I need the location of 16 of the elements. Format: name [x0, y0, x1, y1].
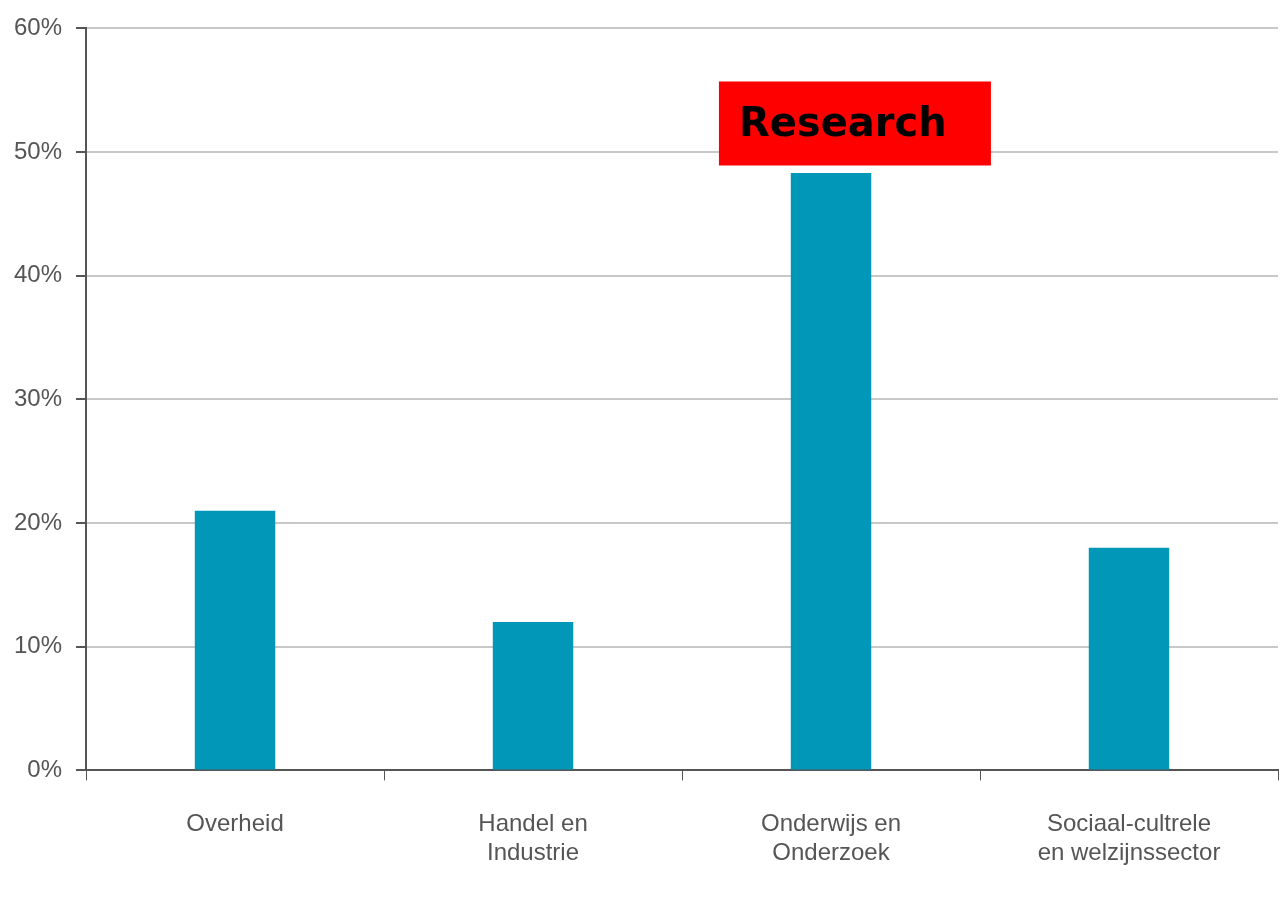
bar	[194, 510, 276, 770]
bar	[790, 173, 872, 770]
y-tick-label: 0%	[27, 755, 63, 783]
y-tick-label: 20%	[13, 507, 63, 535]
x-tick-label: Onderwijs en Onderzoek	[760, 809, 902, 866]
y-tick-label: 40%	[13, 260, 63, 288]
bar	[492, 622, 574, 770]
y-tick-label: 30%	[13, 384, 63, 412]
y-tick-label: 50%	[13, 136, 63, 164]
bar	[1088, 547, 1170, 770]
x-tick-label: Handel en Industrie	[478, 809, 588, 866]
x-tick-label: Overheid	[186, 809, 284, 837]
y-tick-label: 60%	[13, 13, 63, 41]
annotation: Research	[738, 98, 947, 145]
y-tick-label: 10%	[13, 631, 63, 659]
x-tick-label: Sociaal-cultrele en welzijnssector	[1037, 809, 1221, 866]
